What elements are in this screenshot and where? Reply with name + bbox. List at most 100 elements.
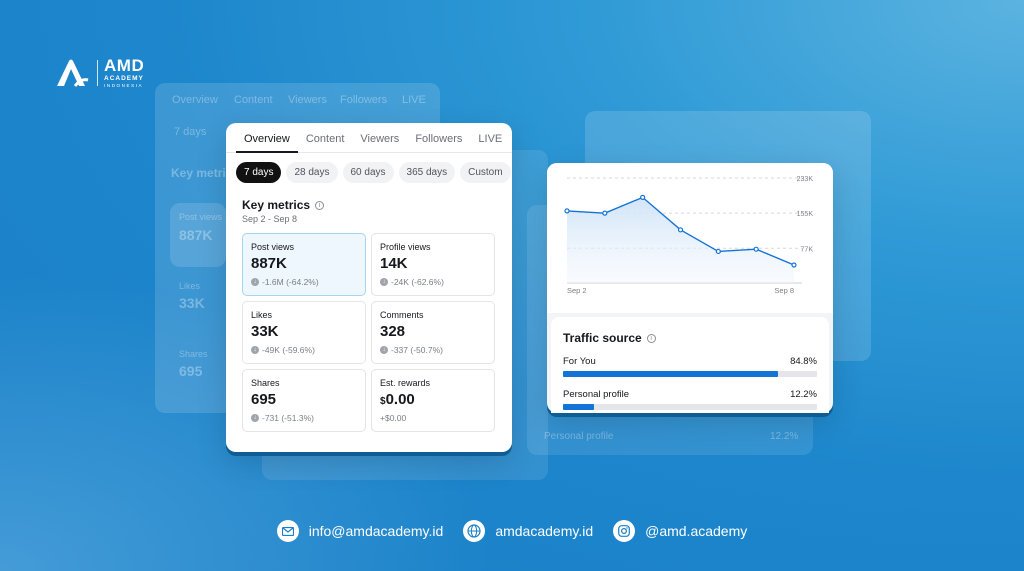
- data-point[interactable]: [791, 262, 797, 268]
- instagram-text: @amd.academy: [645, 523, 748, 539]
- ghost-tab: Viewers: [288, 94, 327, 106]
- tab-followers[interactable]: Followers: [415, 133, 463, 145]
- ghost-tab: LIVE: [402, 94, 426, 106]
- tab-overview[interactable]: Overview: [236, 132, 298, 153]
- metric-post-views[interactable]: Post views 887K ↓ -1.6M (-64.2%): [242, 233, 366, 296]
- footer-email[interactable]: info@amdacademy.id: [276, 520, 443, 542]
- mail-icon: [276, 520, 299, 542]
- metric-change-text: -731 (-51.3%): [262, 413, 314, 423]
- info-icon[interactable]: i: [646, 333, 656, 343]
- instagram-icon: [613, 520, 636, 542]
- logo-divider: [97, 59, 98, 86]
- logo-mark-icon: [57, 59, 89, 87]
- metric-change-text: -1.6M (-64.2%): [262, 277, 319, 287]
- metric-value-number: 0.00: [385, 391, 415, 408]
- traffic-title: Traffic source: [563, 331, 642, 345]
- ghost-label: Shares: [179, 349, 208, 359]
- metric-value: 887K: [251, 255, 287, 272]
- chart-panel: 233K 155K 77K Sep 2 Sep 8 Traffic source i F…: [547, 163, 833, 413]
- metric-label: Shares: [251, 378, 280, 388]
- data-point[interactable]: [715, 248, 721, 255]
- y-tick-label: 77K: [801, 246, 814, 253]
- metric-change: +$0.00: [380, 413, 486, 423]
- analytics-card: Overview Content Viewers Followers LIVE …: [226, 123, 512, 452]
- metric-label: Comments: [380, 310, 424, 320]
- metric-value: $0.00: [380, 391, 486, 408]
- footer-website[interactable]: amdacademy.id: [463, 520, 593, 542]
- metric-change-text: +$0.00: [380, 413, 407, 423]
- metric-shares[interactable]: Shares 695 ↓ -731 (-51.3%): [242, 369, 366, 432]
- views-area-chart: 233K 155K 77K Sep 2 Sep 8: [564, 176, 814, 295]
- date-range: Sep 2 - Sep 8: [242, 214, 298, 224]
- traffic-row-personal-profile: Personal profile 12.2%: [551, 389, 829, 400]
- ghost-title: Key metri: [171, 166, 226, 180]
- traffic-bar-fill: [563, 404, 594, 410]
- traffic-row-for-you: For You 84.8%: [551, 356, 829, 367]
- ghost-chip: 7 days: [174, 126, 207, 138]
- metric-value: 328: [380, 323, 406, 340]
- metric-label: Est. rewards: [380, 378, 431, 388]
- data-point[interactable]: [640, 194, 646, 200]
- chip-365-days[interactable]: 365 days: [398, 162, 456, 183]
- down-arrow-icon: ↓: [251, 414, 259, 422]
- metric-label: Likes: [251, 310, 273, 320]
- contact-footer: info@amdacademy.id amdacademy.id @amd.ac…: [0, 520, 1024, 542]
- brand-logo: AMD ACADEMY INDONESIA: [55, 57, 144, 88]
- logo-line3: INDONESIA: [104, 82, 144, 88]
- metric-value: 33K: [251, 323, 279, 340]
- data-point[interactable]: [753, 246, 759, 252]
- area-fill: [567, 197, 794, 283]
- tab-content[interactable]: Content: [305, 133, 345, 145]
- metric-label: Post views: [251, 242, 295, 252]
- metric-change: ↓ -731 (-51.3%): [251, 413, 357, 423]
- info-icon[interactable]: i: [315, 200, 325, 210]
- logo-line2: ACADEMY: [104, 75, 144, 82]
- y-tick-label: 233K: [797, 176, 814, 183]
- ghost-value: 887K: [179, 227, 213, 243]
- metric-change: ↓ -337 (-50.7%): [380, 345, 486, 355]
- metric-profile-views[interactable]: Profile views 14K ↓ -24K (-62.6%): [371, 233, 495, 296]
- currency-symbol: $: [380, 396, 386, 407]
- traffic-value: 84.8%: [790, 356, 817, 367]
- metric-change: ↓ -24K (-62.6%): [380, 277, 486, 287]
- metric-change: ↓ -1.6M (-64.2%): [251, 277, 357, 287]
- ghost-traffic-label: Personal profile: [544, 431, 614, 442]
- ghost-tab: Overview: [172, 94, 218, 106]
- ghost-label: Post views: [179, 212, 223, 222]
- chip-7-days[interactable]: 7 days: [236, 162, 282, 183]
- metric-change-text: -337 (-50.7%): [391, 345, 443, 355]
- footer-instagram[interactable]: @amd.academy: [613, 520, 747, 542]
- tab-viewers[interactable]: Viewers: [360, 133, 400, 145]
- ghost-tab: Content: [234, 94, 273, 106]
- metrics-grid: Post views 887K ↓ -1.6M (-64.2%) Profile …: [226, 224, 512, 432]
- traffic-label: For You: [563, 356, 596, 367]
- metric-change-text: -24K (-62.6%): [391, 277, 444, 287]
- data-point[interactable]: [602, 210, 608, 216]
- globe-icon: [463, 520, 486, 542]
- tab-bar: Overview Content Viewers Followers LIVE: [226, 123, 512, 153]
- data-point[interactable]: [677, 227, 684, 233]
- data-point[interactable]: [564, 208, 570, 214]
- metric-est-rewards[interactable]: Est. rewards $0.00 +$0.00: [371, 369, 495, 432]
- ghost-tab: Followers: [340, 94, 388, 106]
- tab-live[interactable]: LIVE: [478, 133, 503, 145]
- ghost-traffic-value: 12.2%: [770, 431, 799, 442]
- traffic-bar-track: [563, 371, 817, 377]
- metric-value: 14K: [380, 255, 408, 272]
- y-tick-label: 155K: [797, 211, 814, 218]
- down-arrow-icon: ↓: [380, 278, 388, 286]
- website-text: amdacademy.id: [495, 523, 594, 539]
- key-metrics-title: Key metrics: [242, 198, 311, 212]
- ghost-metric: [170, 203, 226, 267]
- x-tick-label: Sep 2: [567, 286, 587, 295]
- ghost-value: 33K: [179, 295, 205, 311]
- down-arrow-icon: ↓: [251, 346, 259, 354]
- chip-custom[interactable]: Custom: [460, 162, 511, 183]
- chip-60-days[interactable]: 60 days: [342, 162, 394, 183]
- chip-28-days[interactable]: 28 days: [286, 162, 338, 183]
- date-filter-chips: 7 days 28 days 60 days 365 days Custom: [226, 153, 512, 192]
- metric-likes[interactable]: Likes 33K ↓ -49K (-59.6%): [242, 301, 366, 364]
- logo-name: AMD: [104, 56, 145, 75]
- metric-comments[interactable]: Comments 328 ↓ -337 (-50.7%): [371, 301, 495, 364]
- traffic-bar-track: [563, 404, 817, 410]
